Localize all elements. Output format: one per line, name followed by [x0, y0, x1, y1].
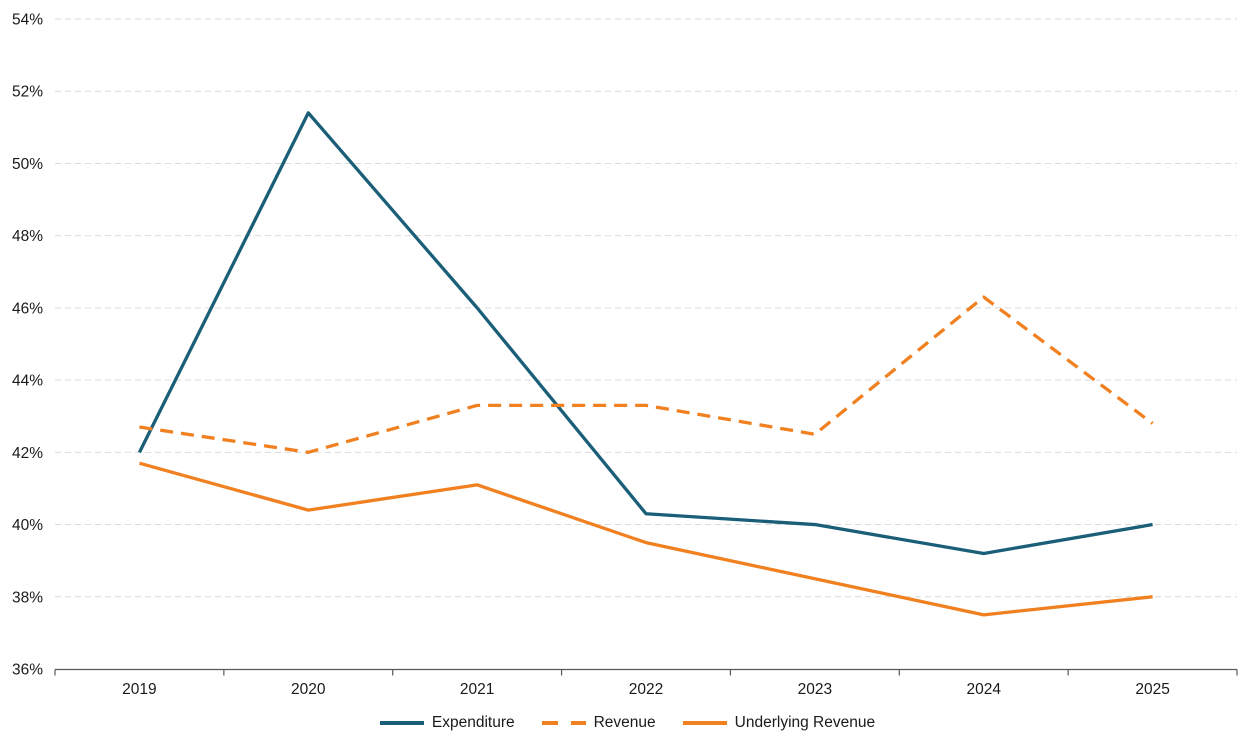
- y-axis-tick-label: 46%: [12, 300, 43, 317]
- legend-item-revenue: Revenue: [541, 714, 656, 732]
- y-axis-tick-label: 52%: [12, 84, 43, 101]
- legend-swatch-solid-line-icon: [379, 721, 424, 725]
- x-axis-tick-label: 2021: [460, 681, 494, 698]
- legend-swatch-dashed-line-icon: [541, 721, 586, 725]
- x-axis-tick-label: 2024: [966, 681, 1001, 698]
- legend-label: Expenditure: [431, 714, 515, 731]
- plot-area: 36% 38% 40% 42% 44% 46% 48% 50% 52% 54% 2019 2020 20…: [12, 12, 1238, 698]
- y-axis-tick-label: 44%: [12, 373, 43, 390]
- legend-item-expenditure: Expenditure: [379, 714, 515, 732]
- legend-item-underlying-revenue: Underlying Revenue: [682, 714, 875, 732]
- x-axis-tick-label: 2025: [1135, 681, 1169, 698]
- y-axis-tick-label: 42%: [12, 445, 43, 462]
- y-axis-tick-label: 48%: [12, 228, 43, 245]
- y-axis-tick-label: 40%: [12, 517, 43, 534]
- x-axis-tick-label: 2023: [798, 681, 832, 698]
- y-axis-tick-label: 50%: [12, 156, 43, 173]
- legend-label: Underlying Revenue: [734, 714, 876, 731]
- legend-swatch-solid-line-icon: [682, 721, 727, 725]
- x-axis-tick-label: 2022: [629, 681, 663, 698]
- x-axis-tick-label: 2020: [291, 681, 326, 698]
- legend-label: Revenue: [593, 714, 656, 731]
- series-line-underlying-revenue: [138, 461, 1153, 617]
- x-axis-tick-label: 2019: [122, 681, 156, 698]
- chart-legend: Expenditure Revenue Underlying Revenue: [0, 703, 1254, 743]
- y-axis-tick-label: 38%: [12, 589, 43, 606]
- y-axis-tick-label: 36%: [12, 662, 43, 679]
- y-axis-tick-label: 54%: [12, 12, 43, 29]
- series-line-expenditure: [137, 111, 1153, 556]
- series-line-revenue: [139, 295, 1154, 454]
